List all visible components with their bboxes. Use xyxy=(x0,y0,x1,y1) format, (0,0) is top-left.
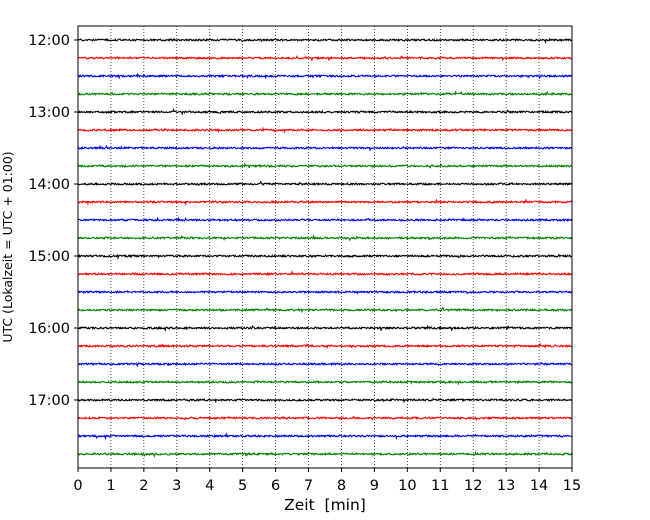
y-tick-label: 17:00 xyxy=(28,393,70,409)
y-axis: 12:00 13:00 14:00 15:00 16:00 17:00 xyxy=(28,33,78,409)
vertical-grid xyxy=(110,26,540,468)
x-tick-label: 8 xyxy=(337,478,346,494)
y-tick-label: 13:00 xyxy=(28,105,70,121)
trace-1615 xyxy=(77,342,573,350)
x-tick-label: 3 xyxy=(172,478,181,494)
trace-1415 xyxy=(77,198,573,207)
trace-1515 xyxy=(77,269,573,277)
y-tick-label: 16:00 xyxy=(28,321,70,337)
x-tick-label: 0 xyxy=(73,478,82,494)
trace-1200 xyxy=(77,37,573,45)
trace-1700 xyxy=(77,397,573,404)
x-tick-label: 6 xyxy=(271,478,280,494)
trace-1600 xyxy=(77,324,573,332)
x-tick-label: 1 xyxy=(106,478,115,494)
x-tick-label: 11 xyxy=(431,478,449,494)
trace-1430 xyxy=(77,216,573,223)
trace-1330 xyxy=(77,144,573,152)
x-tick-label: 15 xyxy=(563,478,581,494)
trace-1345 xyxy=(77,162,573,169)
trace-1300 xyxy=(77,108,573,116)
trace-1530 xyxy=(77,290,573,295)
trace-1630 xyxy=(77,361,573,368)
trace-1730 xyxy=(77,432,573,441)
x-axis: 0 1 2 3 4 5 6 7 8 9 10 11 12 13 14 15 xyxy=(73,468,581,494)
trace-1715 xyxy=(77,415,573,421)
x-tick-label: 10 xyxy=(398,478,416,494)
x-tick-label: 7 xyxy=(304,478,313,494)
trace-1545 xyxy=(77,306,573,314)
trace-1445 xyxy=(77,233,573,242)
trace-1215 xyxy=(77,55,573,62)
plot-frame xyxy=(77,25,573,469)
x-tick-label: 5 xyxy=(238,478,247,494)
trace-1230 xyxy=(77,72,573,80)
x-tick-label: 13 xyxy=(497,478,515,494)
x-tick-label: 2 xyxy=(139,478,148,494)
trace-1400 xyxy=(77,180,573,187)
y-tick-label: 12:00 xyxy=(28,33,70,49)
trace-1645 xyxy=(77,379,573,386)
x-axis-label: Zeit [min] xyxy=(284,496,366,514)
trace-1315 xyxy=(77,126,573,134)
x-tick-label: 4 xyxy=(205,478,214,494)
y-axis-label: UTC (Lokalzeit = UTC + 01:00) xyxy=(0,151,15,342)
x-tick-label: 9 xyxy=(370,478,379,494)
seismic-traces xyxy=(77,37,573,459)
trace-1245 xyxy=(77,90,573,97)
x-tick-label: 14 xyxy=(530,478,548,494)
y-tick-label: 15:00 xyxy=(28,249,70,265)
y-tick-label: 14:00 xyxy=(28,177,70,193)
trace-1500 xyxy=(77,253,573,260)
x-tick-label: 12 xyxy=(464,478,482,494)
trace-1745 xyxy=(77,450,573,459)
